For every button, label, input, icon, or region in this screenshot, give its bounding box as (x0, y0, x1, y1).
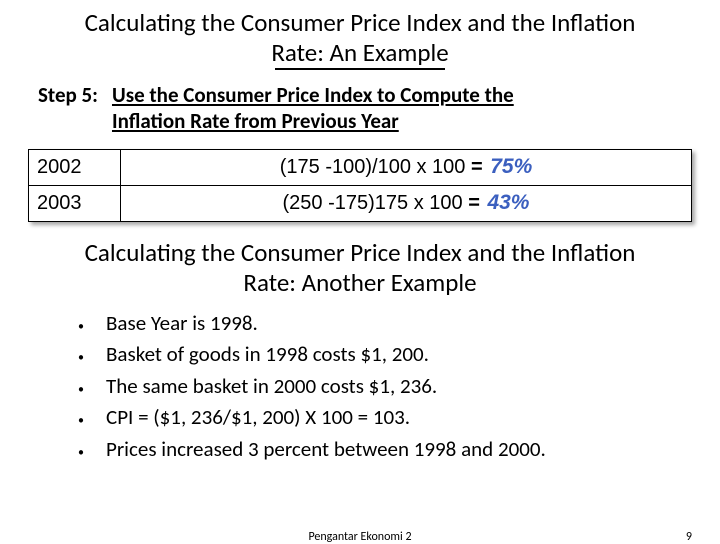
list-item: •Prices increased 3 percent between 1998… (78, 434, 702, 466)
step-text-line1: Use the Consumer Price Index to Compute … (112, 82, 514, 108)
formula-cell: (175 -100)/100 x 100 = 75% (121, 149, 692, 185)
year-cell: 2003 (29, 185, 121, 221)
formula-text: (175 -100)/100 x 100 (280, 156, 466, 178)
list-item: •The same basket in 2000 costs $1, 236. (78, 371, 702, 403)
page-number: 9 (686, 530, 692, 544)
list-item: •CPI = ($1, 236/$1, 200) X 100 = 103. (78, 402, 702, 434)
list-item: •Base Year is 1998. (78, 308, 702, 340)
bullet-text: Base Year is 1998. (106, 308, 258, 340)
bullet-dot-icon: • (78, 342, 106, 364)
title-line1: Calculating the Consumer Price Index and… (85, 7, 636, 38)
bullet-dot-icon: • (78, 311, 106, 333)
bullet-text: CPI = ($1, 236/$1, 200) X 100 = 103. (106, 402, 410, 434)
step-text-line2: Inflation Rate from Previous Year (112, 108, 399, 134)
bullet-text: Basket of goods in 1998 costs $1, 200. (106, 339, 429, 371)
footer-center-text: Pengantar Ekonomi 2 (308, 530, 411, 544)
formula-cell: (250 -175)175 x 100 = 43% (121, 185, 692, 221)
equals-sign: = (471, 156, 483, 179)
formula-text: (250 -175)175 x 100 (283, 192, 463, 214)
slide-title: Calculating the Consumer Price Index and… (18, 8, 702, 68)
subtitle-line1: Calculating the Consumer Price Index and… (85, 237, 636, 268)
table-row: 2003 (250 -175)175 x 100 = 43% (29, 185, 692, 221)
bullet-dot-icon: • (78, 374, 106, 396)
subtitle: Calculating the Consumer Price Index and… (18, 238, 702, 298)
table-row: 2002 (175 -100)/100 x 100 = 75% (29, 149, 692, 185)
bullet-dot-icon: • (78, 405, 106, 427)
result-value: 43% (487, 191, 529, 215)
subtitle-line2: Rate: Another Example (243, 267, 476, 298)
year-cell: 2002 (29, 149, 121, 185)
bullet-text: The same basket in 2000 costs $1, 236. (106, 371, 437, 403)
step-label: Step 5: (38, 82, 98, 108)
title-line2: Rate: An Example (271, 37, 448, 68)
step-heading: Step 5: Use the Consumer Price Index to C… (38, 82, 702, 135)
equals-sign: = (468, 192, 480, 215)
list-item: •Basket of goods in 1998 costs $1, 200. (78, 339, 702, 371)
inflation-table: 2002 (175 -100)/100 x 100 = 75% 2003 (25… (28, 149, 692, 222)
title-underline (275, 68, 445, 70)
bullet-dot-icon: • (78, 437, 106, 459)
bullet-text: Prices increased 3 percent between 1998 … (106, 434, 546, 466)
result-value: 75% (490, 155, 532, 179)
bullet-list: •Base Year is 1998. •Basket of goods in … (78, 308, 702, 466)
